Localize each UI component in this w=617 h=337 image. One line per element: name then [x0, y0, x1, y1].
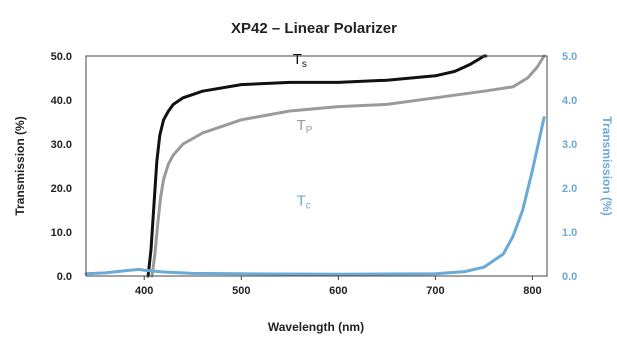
y-right-tick-label: 4.0 — [562, 95, 577, 107]
y-tick-label: 50.0 — [51, 51, 72, 63]
series-line-ts — [146, 54, 488, 278]
x-tick-label: 800 — [523, 285, 541, 297]
plot-frame — [85, 55, 548, 277]
y-right-tick-label: 0.0 — [562, 271, 577, 283]
y-axis-label-right: Transmission (%) — [600, 116, 614, 215]
y-right-tick-label: 2.0 — [562, 183, 577, 195]
series-label-layer: Ts TP Tc — [293, 51, 313, 212]
x-tick-label: 700 — [426, 285, 444, 297]
x-axis-label: Wavelength (nm) — [268, 320, 364, 334]
y-tick-label: 30.0 — [51, 139, 72, 151]
y-right-tick-label: 5.0 — [562, 51, 577, 63]
y-right-tick-label: 1.0 — [562, 227, 577, 239]
y-tick-label: 20.0 — [51, 183, 72, 195]
series-label-ts: Ts — [293, 51, 307, 70]
series-layer — [84, 54, 546, 278]
x-tick-label: 600 — [329, 285, 347, 297]
series-line-tc — [84, 116, 546, 276]
y-right-tick-label: 3.0 — [562, 139, 577, 151]
x-tick-label: 400 — [135, 285, 153, 297]
y-axis-label: Transmission (%) — [13, 116, 27, 215]
series-label-tc: Tc — [297, 193, 311, 212]
y-tick-label: 40.0 — [51, 95, 72, 107]
x-tick-label: 500 — [232, 285, 250, 297]
y-tick-label: 10.0 — [51, 227, 72, 239]
y-tick-label: 0.0 — [57, 271, 72, 283]
tick-layer: 400 500 600 700 800 0.0 10.0 20.0 30.0 40.0 50.0 0.… — [51, 51, 578, 297]
series-line-tp — [150, 54, 546, 278]
chart-title: XP42 – Linear Polarizer — [231, 20, 397, 37]
series-label-tp: TP — [297, 117, 313, 136]
